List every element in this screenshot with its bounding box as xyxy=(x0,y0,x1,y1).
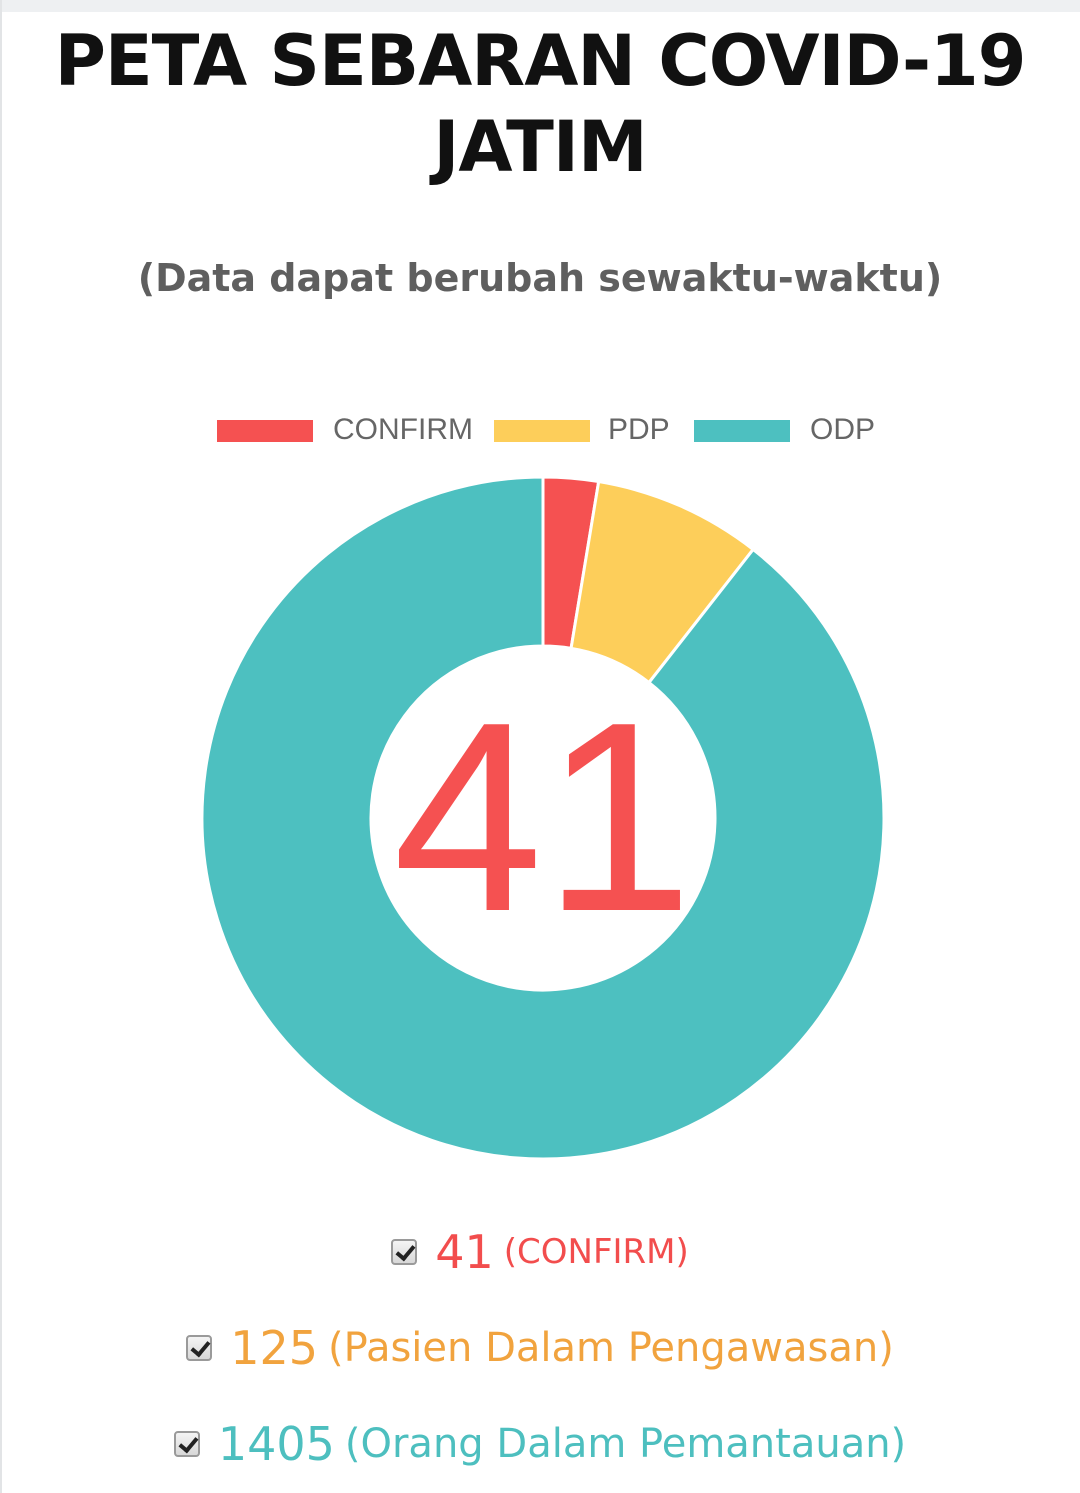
legend-label-odp: ODP xyxy=(810,413,876,446)
stat-value-confirm: 41 xyxy=(435,1225,494,1279)
stat-label-pdp: (Pasien Dalam Pengawasan) xyxy=(328,1325,894,1371)
legend-swatch-confirm xyxy=(217,420,313,442)
legend-label-confirm: CONFIRM xyxy=(333,413,473,446)
legend-swatch-odp xyxy=(694,420,790,442)
checkbox-odp[interactable] xyxy=(173,1431,200,1457)
stat-label-confirm: (CONFIRM) xyxy=(503,1232,689,1272)
page-subtitle: (Data dapat berubah sewaktu-waktu) xyxy=(137,256,943,300)
top-strip xyxy=(0,0,1080,12)
center-value: 41 xyxy=(392,667,694,968)
page-title: PETA SEBARAN COVID-19 JATIM xyxy=(54,20,1027,188)
left-edge xyxy=(0,0,2,1493)
stat-row-pdp: 125 (Pasien Dalam Pengawasan) xyxy=(0,1318,1080,1378)
chart-legend: CONFIRM PDP ODP xyxy=(0,408,1080,452)
doughnut-slice-odp[interactable] xyxy=(200,475,886,1161)
stat-value-pdp: 125 xyxy=(230,1321,319,1375)
stat-row-odp: 1405 (Orang Dalam Pemantauan) xyxy=(0,1414,1080,1474)
legend-swatch-pdp xyxy=(494,420,590,442)
checkbox-confirm[interactable] xyxy=(391,1239,418,1265)
checkbox-pdp[interactable] xyxy=(186,1335,213,1361)
stat-value-odp: 1405 xyxy=(217,1417,335,1471)
legend-label-pdp: PDP xyxy=(608,413,670,446)
stat-row-confirm: 41 (CONFIRM) xyxy=(0,1222,1080,1282)
stat-label-odp: (Orang Dalam Pemantauan) xyxy=(344,1421,907,1467)
